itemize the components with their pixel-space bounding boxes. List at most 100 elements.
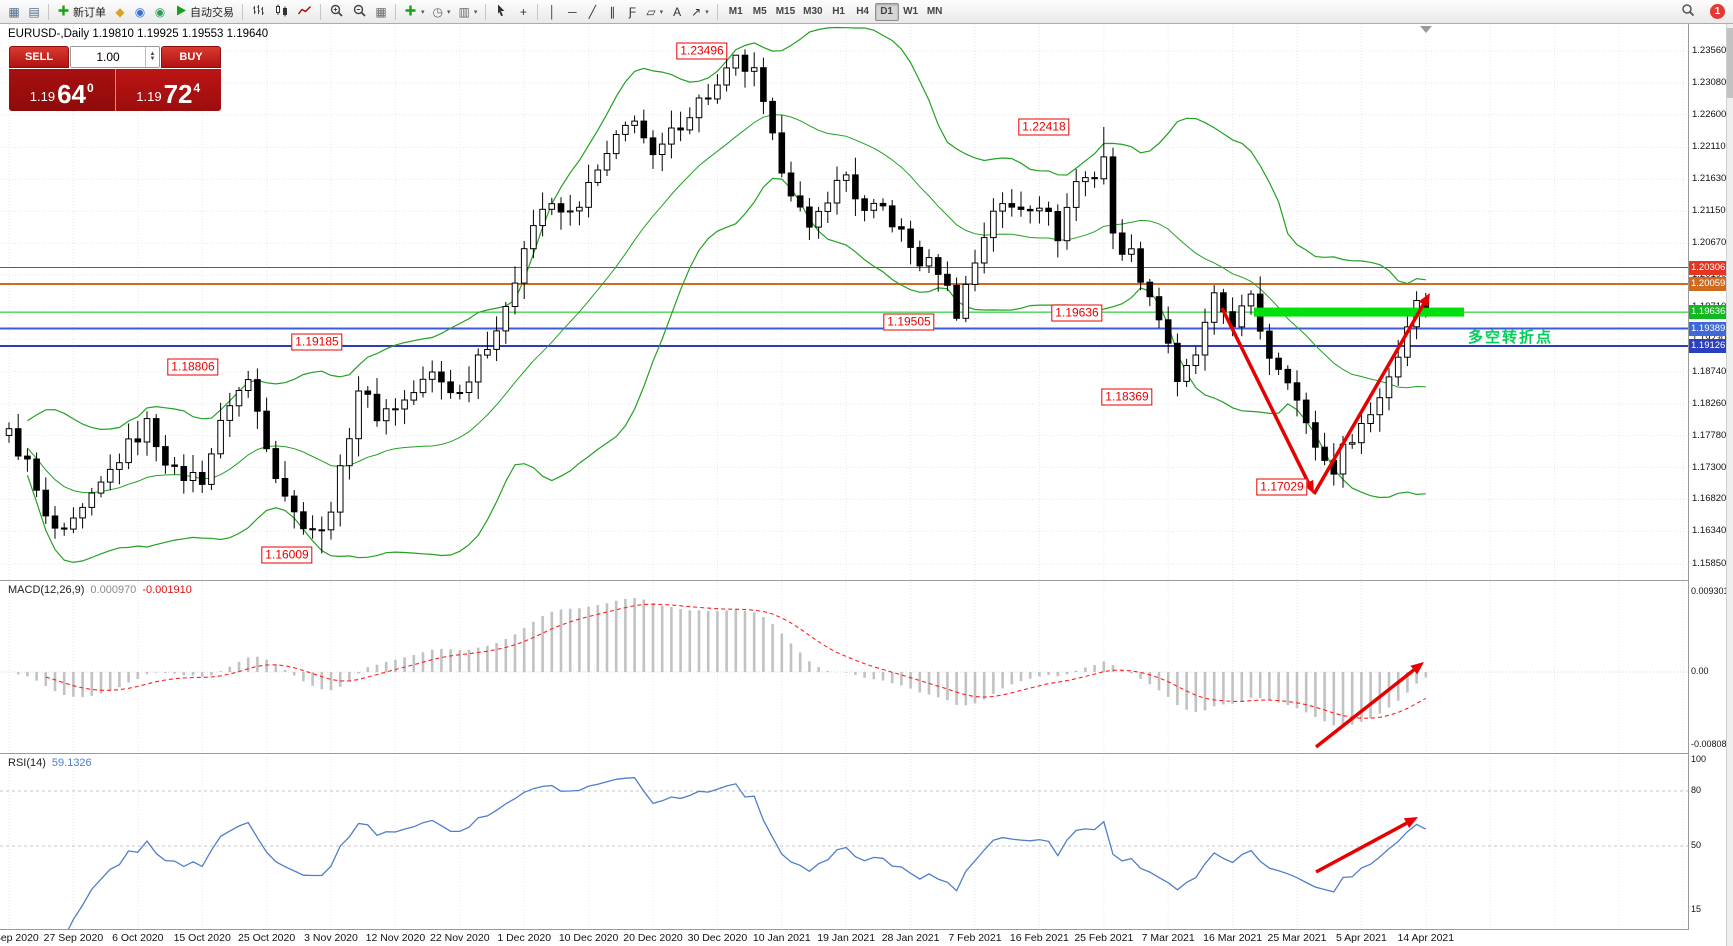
macd-axis-label: 0.009301	[1691, 586, 1729, 596]
cursor-icon	[494, 3, 509, 21]
spinner-up-icon[interactable]: ▲	[149, 51, 156, 57]
crosshair-button[interactable]: +	[513, 2, 533, 22]
date-label: 3 Nov 2020	[304, 932, 358, 944]
price-line-tag: 1.19636	[1689, 305, 1727, 320]
price-tick-label: 1.17780	[1692, 429, 1727, 441]
ask-price[interactable]: 1.19 72 4	[115, 69, 221, 111]
bar-chart-button[interactable]	[247, 2, 270, 22]
candle-chart-button[interactable]	[270, 2, 293, 22]
zoom-in-icon	[329, 3, 344, 21]
new-chart-icon: ▦	[8, 4, 20, 19]
date-label: 15 Oct 2020	[173, 932, 231, 944]
metaeditor-button[interactable]: ◆	[110, 2, 130, 22]
signals-icon: ◉	[154, 4, 166, 19]
price-label-box[interactable]: 1.16009	[261, 546, 313, 564]
time-axis[interactable]: 17 Sep 2020 27 Sep 2020 6 Oct 2020 15 Oct 2…	[0, 930, 1689, 946]
rsi-axis-label: 80	[1691, 785, 1702, 795]
price-label-box[interactable]: 1.19636	[1051, 304, 1103, 322]
timeframe-h1-button[interactable]: H1	[827, 3, 851, 21]
ask-price-main: 1.19	[136, 89, 162, 104]
date-label: 27 Sep 2020	[43, 932, 104, 944]
scrollbar-track[interactable]	[1726, 24, 1733, 946]
vertical-line-button[interactable]: │	[542, 2, 562, 22]
price-tick-label: 1.20670	[1692, 237, 1727, 249]
chevron-down-icon: ▾	[705, 8, 709, 16]
notification-badge[interactable]: 1	[1710, 4, 1725, 19]
toolbar-left-group: ▦ ▤ 新订单 ◆ ◉ ◉ 自动交易 ▦ ▾ ◷ ▾ ▥ ▾ + │ ─ ╱ ∥ Ƒ ▱ ▾ A ↗ ▾	[4, 2, 722, 22]
trendline-button[interactable]: ╱	[582, 2, 602, 22]
ask-price-sup: 4	[193, 81, 201, 95]
crosshair-icon: +	[519, 4, 527, 19]
price-tick-label: 1.21630	[1692, 173, 1727, 185]
chevron-down-icon: ▾	[659, 8, 664, 16]
price-label-box[interactable]: 1.22418	[1018, 118, 1070, 136]
date-label: 30 Dec 2020	[687, 932, 748, 944]
price-tick-label: 1.23560	[1692, 45, 1727, 56]
price-chart[interactable]	[0, 0, 1689, 946]
timeframe-d1-button[interactable]: D1	[874, 2, 899, 21]
price-tick-label: 1.16820	[1692, 493, 1727, 505]
bid-price-main: 1.19	[29, 89, 56, 104]
timeframe-m15-button[interactable]: M15	[772, 3, 799, 21]
chart-profiles-button[interactable]: ▤	[24, 2, 44, 22]
price-label-box[interactable]: 1.18806	[167, 358, 219, 376]
zoom-in-button[interactable]	[325, 2, 348, 22]
shapes-icon: ▱	[646, 4, 656, 19]
accounts-button[interactable]: ◉	[130, 2, 150, 22]
sell-button[interactable]: SELL	[9, 46, 69, 68]
candlestick-layer	[0, 26, 1689, 564]
autotrading-label: 自动交易	[190, 6, 234, 19]
zoom-out-icon	[352, 3, 367, 21]
shapes-button[interactable]: ▱ ▾	[642, 2, 667, 22]
arrows-button[interactable]: ↗ ▾	[687, 2, 713, 22]
cursor-button[interactable]	[490, 2, 513, 22]
zoom-out-button[interactable]	[348, 2, 371, 22]
new-chart-button[interactable]: ▦	[4, 2, 24, 22]
bid-price[interactable]: 1.19 64 0	[9, 69, 116, 111]
price-label-box[interactable]: 1.18369	[1101, 388, 1153, 406]
price-axis[interactable]: 1.23560 1.23080 1.22600 1.22110 1.21630 1.211…	[1689, 24, 1732, 946]
buy-button[interactable]: BUY	[161, 46, 221, 68]
timeframe-m5-button[interactable]: M5	[748, 3, 772, 21]
fibonacci-button[interactable]: Ƒ	[622, 2, 642, 22]
timeframe-h4-button[interactable]: H4	[851, 3, 875, 21]
search-button[interactable]	[1674, 1, 1702, 23]
line-chart-button[interactable]	[293, 2, 316, 22]
rsi-layer	[0, 777, 1689, 929]
tile-windows-button[interactable]: ▦	[371, 2, 391, 22]
macd-axis-label: 0.00	[1691, 666, 1709, 676]
panel-separators	[0, 24, 1689, 946]
price-line-tag: 1.20059	[1689, 276, 1727, 291]
date-label: 16 Feb 2021	[1009, 932, 1069, 944]
periods-icon: ◷	[432, 4, 443, 19]
macd-indicator-label: MACD(12,26,9) 0.000970 -0.001910	[8, 584, 192, 596]
play-icon	[174, 4, 187, 20]
timeframe-w1-button[interactable]: W1	[899, 3, 923, 21]
price-line-tag: 1.19126	[1689, 339, 1727, 354]
date-label: 16 Mar 2021	[1203, 932, 1263, 944]
autotrading-button[interactable]: 自动交易	[170, 2, 238, 22]
chinese-annotation-text[interactable]: 多空转折点	[1468, 329, 1554, 346]
timeframe-m30-button[interactable]: M30	[799, 3, 826, 21]
indicators-button[interactable]: ▾	[400, 2, 429, 22]
price-label-box[interactable]: 1.17029	[1256, 478, 1308, 496]
date-label: 10 Dec 2020	[558, 932, 619, 944]
horizontal-line-button[interactable]: ─	[562, 2, 582, 22]
scrollbar-thumb[interactable]	[1727, 28, 1733, 98]
channel-button[interactable]: ∥	[602, 2, 622, 22]
periods-button[interactable]: ◷ ▾	[429, 2, 455, 22]
price-label-box[interactable]: 1.19505	[883, 313, 935, 331]
spinner-down-icon[interactable]: ▼	[149, 56, 156, 62]
timeframe-m1-button[interactable]: M1	[724, 3, 748, 21]
price-label-box[interactable]: 1.23496	[676, 42, 728, 60]
price-label-box[interactable]: 1.19185	[291, 333, 343, 351]
templates-button[interactable]: ▥ ▾	[455, 2, 482, 22]
new-order-label: 新订单	[73, 6, 106, 19]
text-button[interactable]: A	[667, 2, 687, 22]
timeframe-mn-button[interactable]: MN	[923, 3, 947, 21]
new-order-button[interactable]: 新订单	[53, 2, 110, 22]
lot-spinner[interactable]: ▲ ▼	[145, 47, 159, 67]
lot-size-input[interactable]	[71, 47, 145, 67]
trade-panel-prices: 1.19 64 0 1.19 72 4	[9, 69, 221, 111]
signals-button[interactable]: ◉	[150, 2, 170, 22]
